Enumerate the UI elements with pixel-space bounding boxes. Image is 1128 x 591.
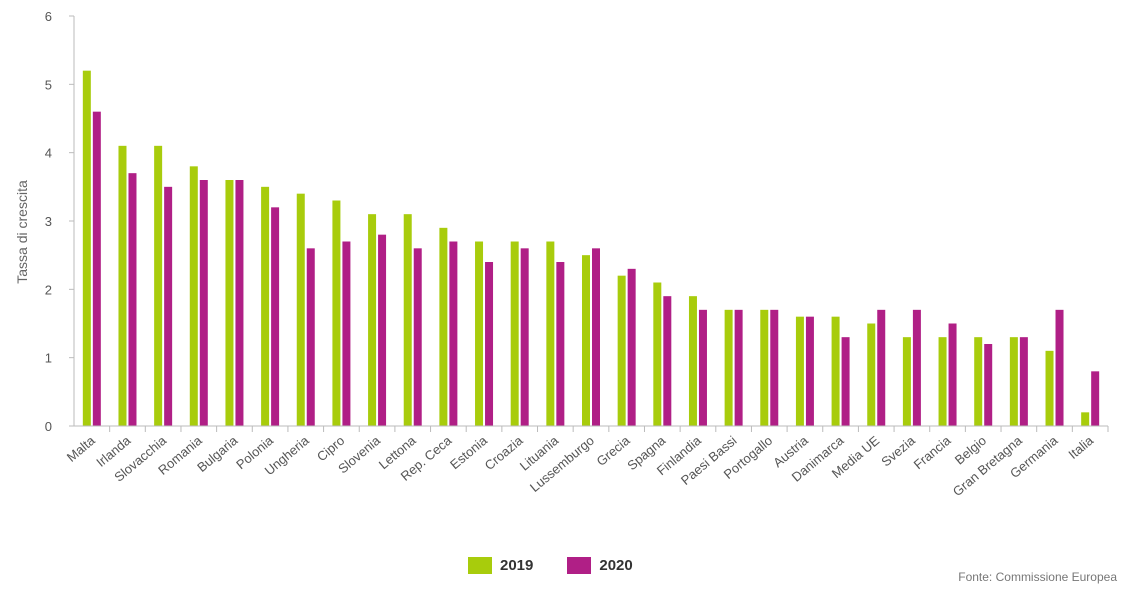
bar-2020-gran-bretagna	[1019, 337, 1028, 426]
bar-2019-lituania	[546, 241, 555, 426]
bar-2019-media-ue	[867, 323, 876, 426]
bar-2020-romania	[199, 180, 208, 426]
bar-2020-austria	[805, 316, 814, 426]
bar-2020-rep-ceca	[449, 241, 458, 426]
y-tick-label: 6	[45, 9, 52, 24]
bar-2019-belgio	[974, 337, 983, 426]
legend-label-2020: 2020	[599, 557, 633, 574]
legend-label-2019: 2019	[500, 557, 534, 574]
bar-2020-bulgaria	[235, 180, 244, 426]
x-tick-label: Croazia	[482, 432, 527, 473]
x-axis: MaltaIrlandaSlovacchiaRomaniaBulgariaPol…	[64, 425, 1109, 499]
y-tick-label: 1	[45, 351, 52, 366]
bar-2020-slovacchia	[164, 186, 173, 426]
bar-2020-media-ue	[877, 309, 886, 426]
bar-2020-slovenia	[378, 234, 387, 426]
bar-2019-croazia	[510, 241, 519, 426]
y-tick-label: 4	[45, 146, 52, 161]
x-tick-label: Malta	[64, 432, 99, 464]
bar-2020-svezia	[912, 309, 921, 426]
bar-2019-romania	[189, 166, 198, 427]
bar-2020-belgio	[984, 344, 993, 426]
bar-2019-polonia	[261, 186, 270, 426]
bar-2020-croazia	[520, 248, 529, 426]
legend: 2019 2020	[468, 557, 667, 574]
x-tick-label: Bulgaria	[194, 432, 241, 475]
source-note: Fonte: Commissione Europea	[958, 570, 1117, 584]
bar-2020-italia	[1091, 371, 1100, 426]
bar-2020-ungheria	[306, 248, 315, 426]
bar-2020-irlanda	[128, 173, 137, 426]
bar-2020-paesi-bassi	[734, 309, 743, 426]
legend-item-2019: 2019	[468, 557, 533, 574]
bar-2020-lituania	[556, 262, 565, 426]
x-tick-label: Estonia	[447, 432, 490, 472]
bar-2019-bulgaria	[225, 180, 234, 426]
bar-2019-italia	[1081, 412, 1090, 426]
y-tick-label: 3	[45, 214, 52, 229]
legend-item-2020: 2020	[567, 557, 633, 574]
bar-2019-paesi-bassi	[724, 309, 733, 426]
y-axis-label: Tassa di crescita	[14, 180, 30, 284]
bar-2019-slovenia	[368, 214, 377, 426]
bar-2019-ungheria	[296, 193, 305, 426]
bar-2020-polonia	[271, 207, 280, 426]
bar-2019-spagna	[653, 282, 662, 426]
bar-2019-cipro	[332, 200, 341, 426]
bar-2020-portogallo	[770, 309, 779, 426]
legend-swatch-2020	[567, 557, 592, 574]
bar-2019-francia	[938, 337, 947, 426]
bar-2019-lussemburgo	[582, 255, 590, 426]
bars	[82, 70, 1100, 427]
bar-2019-austria	[795, 316, 804, 426]
bar-2019-estonia	[475, 241, 484, 426]
bar-2020-danimarca	[841, 337, 850, 426]
bar-2019-svezia	[902, 337, 911, 426]
bar-2020-malta	[92, 111, 101, 427]
bar-2019-germania	[1045, 350, 1054, 426]
bar-2019-slovacchia	[154, 145, 163, 427]
bar-2020-germania	[1055, 309, 1064, 426]
y-axis: 0 1 2 3 4 5 6	[45, 9, 75, 434]
bar-2019-finlandia	[688, 296, 697, 426]
y-tick-label: 5	[45, 77, 52, 92]
bar-2020-cipro	[342, 241, 351, 426]
y-tick-label: 2	[45, 282, 52, 297]
bar-2020-estonia	[485, 262, 494, 426]
bar-2019-malta	[82, 70, 91, 427]
x-tick-label: Italia	[1065, 432, 1096, 462]
x-tick-label: Francia	[911, 432, 954, 472]
bar-2019-irlanda	[118, 145, 127, 427]
bar-2019-portogallo	[760, 309, 769, 426]
bar-2020-francia	[948, 323, 957, 426]
bar-2020-grecia	[627, 268, 636, 426]
bar-2019-grecia	[617, 275, 626, 426]
bar-2020-finlandia	[698, 309, 707, 426]
bar-2020-lussemburgo	[592, 248, 600, 426]
bar-2019-danimarca	[831, 316, 840, 426]
bar-2020-spagna	[663, 296, 672, 426]
y-tick-label: 0	[45, 419, 52, 434]
bar-2019-rep-ceca	[439, 227, 448, 426]
legend-swatch-2019	[468, 557, 492, 574]
bar-2020-lettona	[413, 248, 422, 426]
bar-2019-gran-bretagna	[1009, 337, 1018, 426]
bar-2019-lettona	[403, 214, 412, 426]
